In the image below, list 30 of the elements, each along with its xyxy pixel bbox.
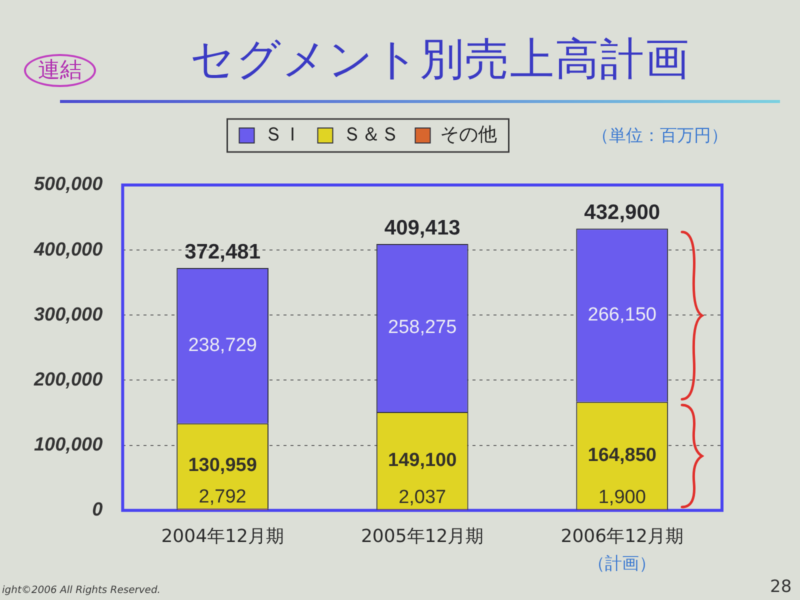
total-label: 432,900 — [584, 200, 660, 224]
data-label: 238,729 — [188, 334, 257, 356]
total-label: 372,481 — [184, 240, 261, 264]
data-label: 149,100 — [388, 450, 457, 471]
data-label: 258,275 — [388, 317, 457, 338]
legend-label: Ｓ＆Ｓ — [342, 123, 400, 146]
data-label: 1,900 — [598, 486, 646, 508]
x-tick-label: 2005年12月期 — [360, 526, 484, 547]
text: 28 — [770, 577, 792, 598]
y-tick-label: 200,000 — [32, 369, 104, 390]
x-tick-label: 2004年12月期 — [161, 526, 284, 547]
total-label: 409,413 — [384, 216, 460, 240]
data-label: 164,850 — [588, 444, 656, 466]
text: ight©2006 All Rights Reserved. — [2, 585, 160, 596]
data-label: 2,037 — [398, 486, 446, 508]
data-label: 266,150 — [588, 304, 656, 326]
text: （計画） — [588, 554, 656, 575]
data-label: 130,959 — [188, 455, 257, 476]
y-tick-label: 0 — [92, 500, 104, 521]
legend-label: その他 — [440, 123, 497, 146]
text: 連結 — [24, 54, 96, 88]
y-tick-label: 100,000 — [34, 434, 104, 456]
chart-title: セグメント別売上高計画 — [190, 33, 690, 87]
legend-label: ＳＩ — [264, 123, 302, 146]
y-tick-label: 500,000 — [34, 174, 104, 196]
y-tick-label: 400,000 — [32, 239, 104, 260]
y-tick-label: 300,000 — [34, 304, 104, 326]
data-label: 2,792 — [198, 486, 246, 508]
x-tick-label: 2006年12月期 — [560, 526, 684, 547]
text: （単位：百万円） — [592, 126, 728, 147]
